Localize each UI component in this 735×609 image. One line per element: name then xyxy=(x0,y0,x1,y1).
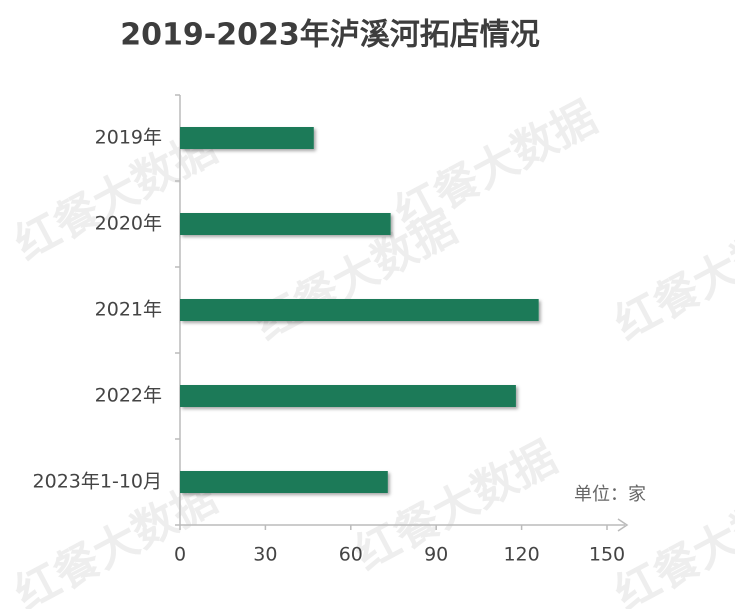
y-tick-label: 2020年 xyxy=(95,213,162,235)
chart-title: 2019-2023年泸溪河拓店情况 xyxy=(120,18,539,53)
x-tick-label: 60 xyxy=(339,544,363,566)
y-tick-label: 2019年 xyxy=(95,127,162,149)
y-tick-label: 2021年 xyxy=(95,299,162,321)
watermark: 红餐大数据 xyxy=(387,92,605,240)
x-tick-label: 0 xyxy=(174,544,186,566)
bar xyxy=(180,385,516,407)
bar xyxy=(180,213,391,235)
unit-label: 单位：家 xyxy=(574,484,646,505)
bar xyxy=(180,127,314,149)
y-tick-label: 2023年1-10月 xyxy=(33,471,162,493)
x-tick-label: 150 xyxy=(589,544,625,566)
x-tick-label: 30 xyxy=(253,544,277,566)
bar xyxy=(180,299,539,321)
x-tick-label: 120 xyxy=(503,544,539,566)
y-tick-label: 2022年 xyxy=(95,385,162,407)
x-tick-label: 90 xyxy=(424,544,448,566)
watermark: 红餐大数据 xyxy=(607,202,735,350)
x-axis-arrow xyxy=(617,518,629,532)
bar xyxy=(180,471,388,493)
